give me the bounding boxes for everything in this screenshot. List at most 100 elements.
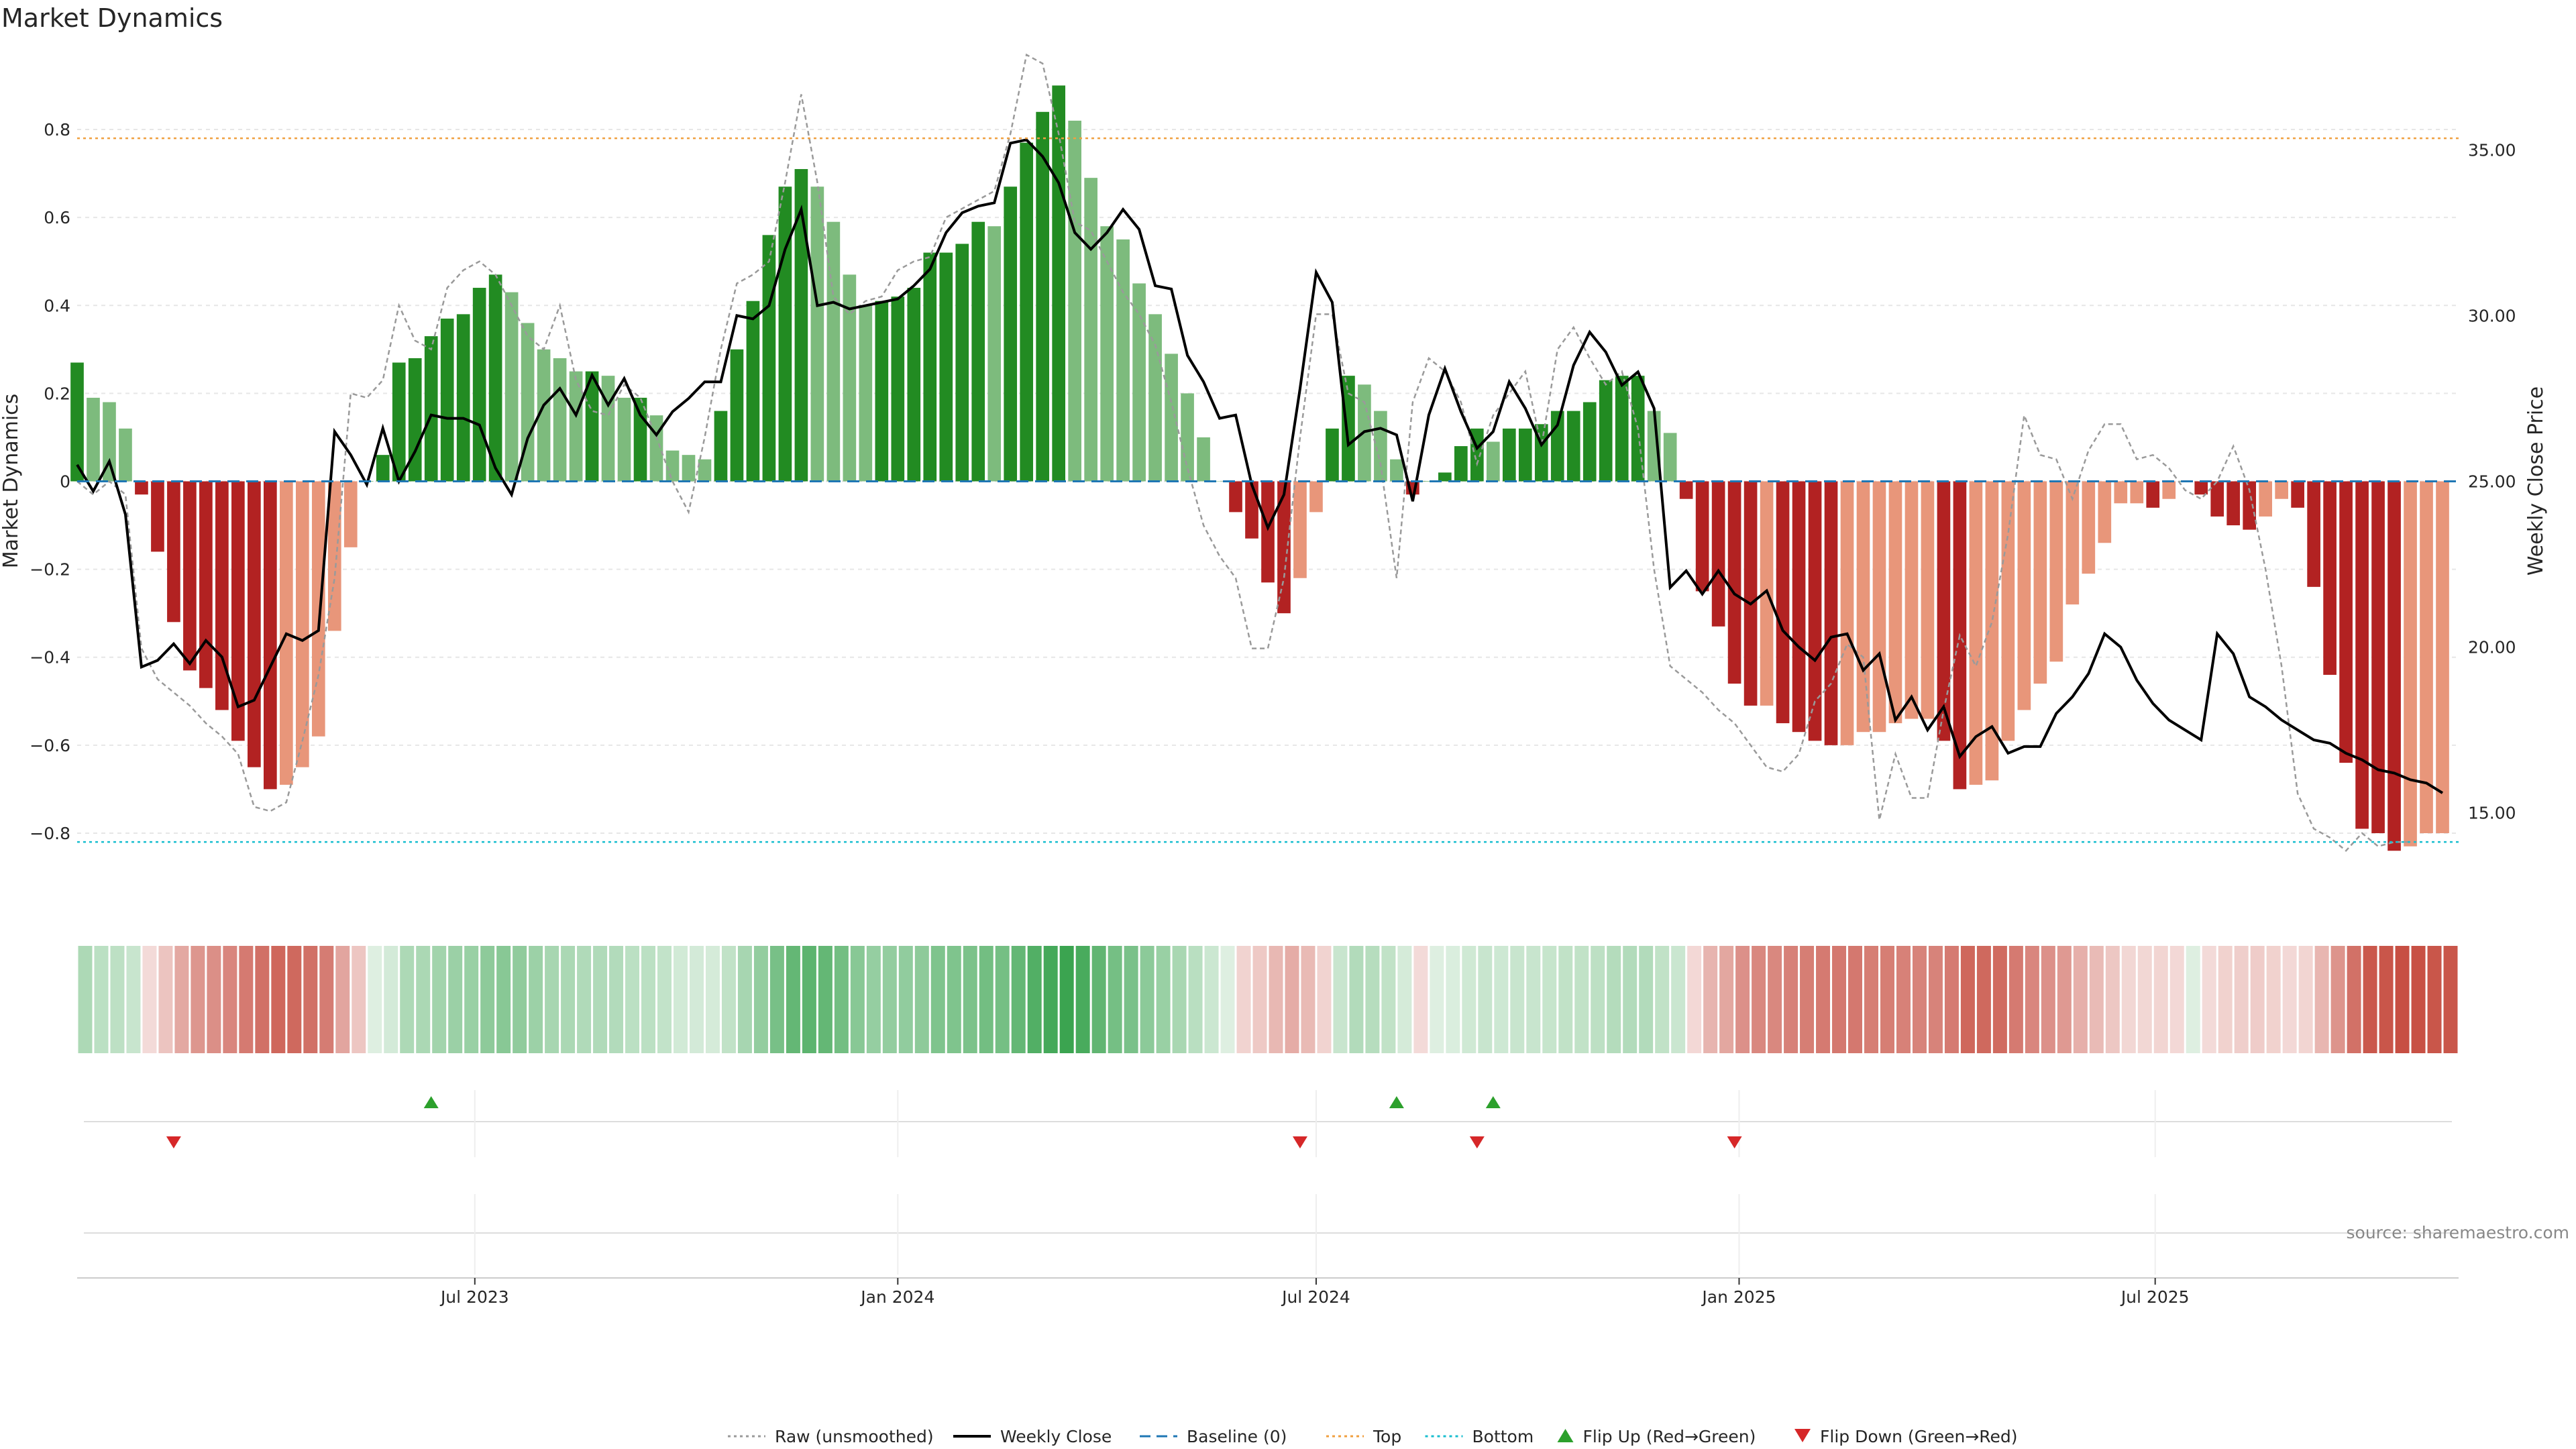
legend-label: Weekly Close: [1000, 1427, 1112, 1446]
y-tick-label: −0.4: [30, 648, 70, 667]
heat-strip-cell: [1301, 946, 1316, 1053]
legend-label: Top: [1373, 1427, 1401, 1446]
heat-strip-cell: [947, 946, 961, 1053]
market-dynamics-bar: [1615, 376, 1629, 482]
market-dynamics-bar: [456, 314, 470, 482]
heat-strip-cell: [1768, 946, 1782, 1053]
legend-label: Baseline (0): [1187, 1427, 1287, 1446]
y2-tick-label: 35.00: [2468, 140, 2516, 160]
heat-strip-cell: [2202, 946, 2216, 1053]
market-dynamics-bar: [1808, 481, 1822, 741]
market-dynamics-bar: [987, 226, 1002, 482]
heat-strip-cell: [1864, 946, 1878, 1053]
legend-swatch: [1794, 1429, 1811, 1442]
market-dynamics-bar: [971, 221, 985, 482]
heat-strip-cell: [1365, 946, 1380, 1053]
heat-strip-cell: [2363, 946, 2377, 1053]
heat-strip-cell: [1413, 946, 1428, 1053]
heat-strip-cell: [641, 946, 656, 1053]
x-tick-label: Jul 2023: [439, 1287, 509, 1307]
market-dynamics-bar: [907, 288, 921, 482]
y-tick-label: −0.2: [30, 560, 70, 580]
market-dynamics-bar: [231, 481, 245, 741]
heat-strip-cell: [1880, 946, 1894, 1053]
heat-strip-cell: [2250, 946, 2265, 1053]
market-dynamics-bar: [1309, 481, 1323, 513]
market-dynamics-bar: [1985, 481, 1999, 781]
market-dynamics-bar: [617, 397, 631, 482]
market-dynamics-bar: [2307, 481, 2320, 587]
market-dynamics-bar: [1229, 481, 1242, 513]
heat-strip: [78, 946, 2458, 1053]
heat-strip-cell: [448, 946, 463, 1053]
heat-strip-cell: [1430, 946, 1444, 1053]
heat-strip-cell: [2347, 946, 2361, 1053]
heat-strip-cell: [769, 946, 784, 1053]
market-dynamics-bar: [504, 292, 519, 482]
market-dynamics-bar: [2243, 481, 2257, 530]
market-dynamics-bar: [1647, 411, 1661, 482]
heat-strip-cell: [2282, 946, 2297, 1053]
heat-strip-cell: [480, 946, 495, 1053]
market-dynamics-bar: [875, 301, 889, 482]
heat-strip-cell: [1800, 946, 1815, 1053]
market-dynamics-bar: [2082, 481, 2096, 574]
market-dynamics-bar: [1679, 481, 1693, 499]
y2-tick-label: 15.00: [2468, 804, 2516, 823]
market-dynamics-bar: [424, 336, 438, 482]
heat-strip-cell: [1671, 946, 1686, 1053]
x-tick-label: Jan 2025: [1701, 1287, 1776, 1307]
heat-strip-cell: [1591, 946, 1605, 1053]
heat-strip-cell: [1317, 946, 1332, 1053]
y-tick-label: −0.6: [30, 736, 70, 755]
heat-strip-cell: [850, 946, 865, 1053]
heat-strip-cell: [1333, 946, 1348, 1053]
market-dynamics-bar: [649, 415, 663, 482]
flip-up-marker: [423, 1096, 439, 1108]
market-dynamics-bar: [2420, 481, 2433, 833]
market-dynamics-bar: [1937, 481, 1951, 741]
heat-strip-cell: [223, 946, 237, 1053]
flip-up-marker: [1485, 1096, 1501, 1108]
market-dynamics-bar: [2259, 481, 2272, 517]
heat-strip-cell: [1108, 946, 1122, 1053]
market-dynamics-bar: [1518, 428, 1532, 482]
heat-strip-cell: [239, 946, 254, 1053]
market-dynamics-bar: [1148, 314, 1162, 482]
y-tick-label: 0.6: [44, 208, 70, 227]
heat-strip-cell: [1252, 946, 1267, 1053]
heat-strip-cell: [753, 946, 768, 1053]
heat-strip-cell: [384, 946, 398, 1053]
flip-down-marker: [1292, 1136, 1307, 1148]
market-dynamics-bar: [1052, 85, 1066, 482]
market-dynamics-bar: [1374, 411, 1387, 482]
market-dynamics-bar: [1743, 481, 1758, 706]
heat-strip-cell: [1043, 946, 1058, 1053]
market-dynamics-bar: [1438, 472, 1452, 482]
heat-strip-cell: [1156, 946, 1171, 1053]
market-dynamics-bar: [1566, 411, 1580, 482]
flip-down-marker: [1727, 1136, 1742, 1148]
legend-label: Bottom: [1472, 1427, 1534, 1446]
market-dynamics-bar: [2404, 481, 2417, 847]
heat-strip-cell: [496, 946, 511, 1053]
market-dynamics-bar: [714, 411, 728, 482]
market-dynamics-bar: [103, 402, 116, 482]
market-dynamics-bar: [859, 305, 873, 482]
heat-strip-cell: [271, 946, 286, 1053]
heat-strip-cell: [545, 946, 559, 1053]
heat-strip-cell: [352, 946, 366, 1053]
heat-strip-cell: [657, 946, 672, 1053]
heat-strip-cell: [2395, 946, 2410, 1053]
market-dynamics-bar: [1197, 437, 1210, 482]
heat-strip-cell: [2073, 946, 2088, 1053]
market-dynamics-bar: [2275, 481, 2288, 499]
heat-strip-cell: [1574, 946, 1589, 1053]
heat-strip-cell: [2121, 946, 2136, 1053]
heat-strip-cell: [1687, 946, 1702, 1053]
heat-strip-cell: [2379, 946, 2394, 1053]
market-dynamics-bar: [1277, 481, 1291, 614]
heat-strip-cell: [577, 946, 592, 1053]
heat-strip-cell: [2218, 946, 2233, 1053]
market-dynamics-bar: [553, 358, 567, 482]
